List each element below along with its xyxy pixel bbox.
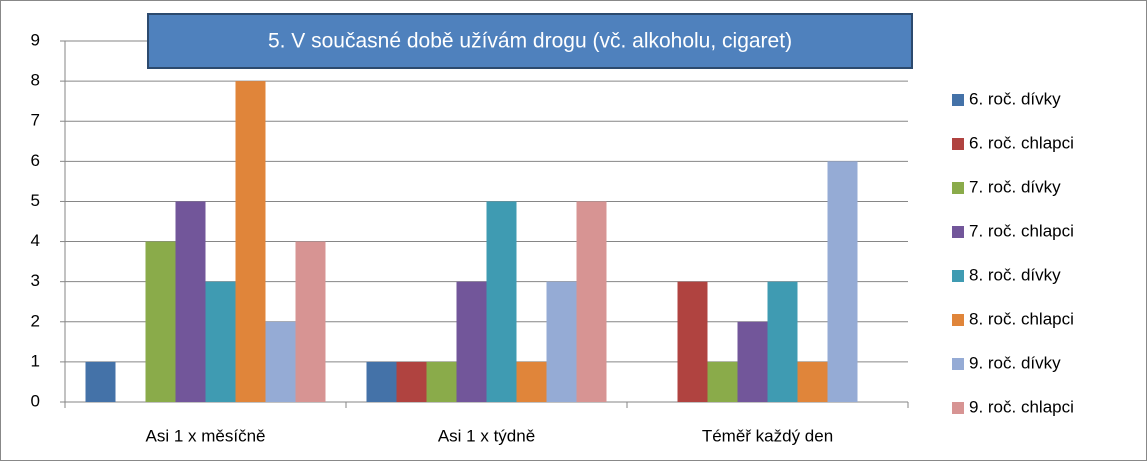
- bar: [456, 281, 487, 402]
- bar: [737, 321, 768, 402]
- bar: [516, 361, 547, 402]
- legend-swatch: [952, 270, 964, 282]
- y-tick-label: 3: [31, 271, 40, 290]
- bar: [486, 201, 517, 402]
- bar: [175, 201, 206, 402]
- bar: [546, 281, 577, 402]
- bar: [767, 281, 798, 402]
- y-tick-label: 5: [31, 191, 40, 210]
- legend-label: 6. roč. dívky: [969, 89, 1061, 108]
- legend-swatch: [952, 402, 964, 414]
- bar: [366, 361, 397, 402]
- bar: [827, 161, 858, 402]
- x-tick-label: Asi 1 x měsíčně: [146, 426, 266, 445]
- legend-swatch: [952, 314, 964, 326]
- legend-swatch: [952, 226, 964, 238]
- legend-label: 8. roč. dívky: [969, 265, 1061, 284]
- bar: [707, 361, 738, 402]
- legend-label: 6. roč. chlapci: [969, 133, 1074, 152]
- legend-label: 8. roč. chlapci: [969, 309, 1074, 328]
- y-tick-label: 8: [31, 71, 40, 90]
- legend-swatch: [952, 138, 964, 150]
- bar: [576, 201, 607, 402]
- legend-label: 9. roč. dívky: [969, 353, 1061, 372]
- y-tick-label: 2: [31, 311, 40, 330]
- bar: [426, 361, 457, 402]
- plot-area: 0 1 2 3 4 5 6 7 8 9 Asi 1 x měsíčně Asi 1 x týdně Té…: [31, 30, 909, 445]
- legend-label: 7. roč. chlapci: [969, 221, 1074, 240]
- y-tick-label: 4: [31, 231, 40, 250]
- bar: [85, 361, 116, 402]
- bar: [205, 281, 236, 402]
- legend-swatch: [952, 94, 964, 106]
- bar: [235, 81, 266, 402]
- bar: [677, 281, 708, 402]
- legend-label: 9. roč. chlapci: [969, 397, 1074, 416]
- bar: [295, 241, 326, 402]
- x-tick-label: Téměř každý den: [702, 426, 833, 445]
- title-box: [147, 13, 913, 69]
- bar: [145, 241, 176, 402]
- chart-title: 5. V současné době užívám drogu (vč. alk…: [268, 30, 792, 53]
- y-tick-label: 6: [31, 151, 40, 170]
- y-tick-label: 1: [31, 351, 40, 370]
- bar: [265, 321, 296, 402]
- legend-swatch: [952, 182, 964, 194]
- legend-swatch: [952, 358, 964, 370]
- y-tick-label: 0: [31, 391, 40, 410]
- legend-label: 7. roč. dívky: [969, 177, 1061, 196]
- bar: [396, 361, 427, 402]
- y-tick-label: 9: [31, 30, 40, 49]
- y-tick-label: 7: [31, 111, 40, 130]
- x-tick-label: Asi 1 x týdně: [438, 426, 535, 445]
- bar: [797, 361, 828, 402]
